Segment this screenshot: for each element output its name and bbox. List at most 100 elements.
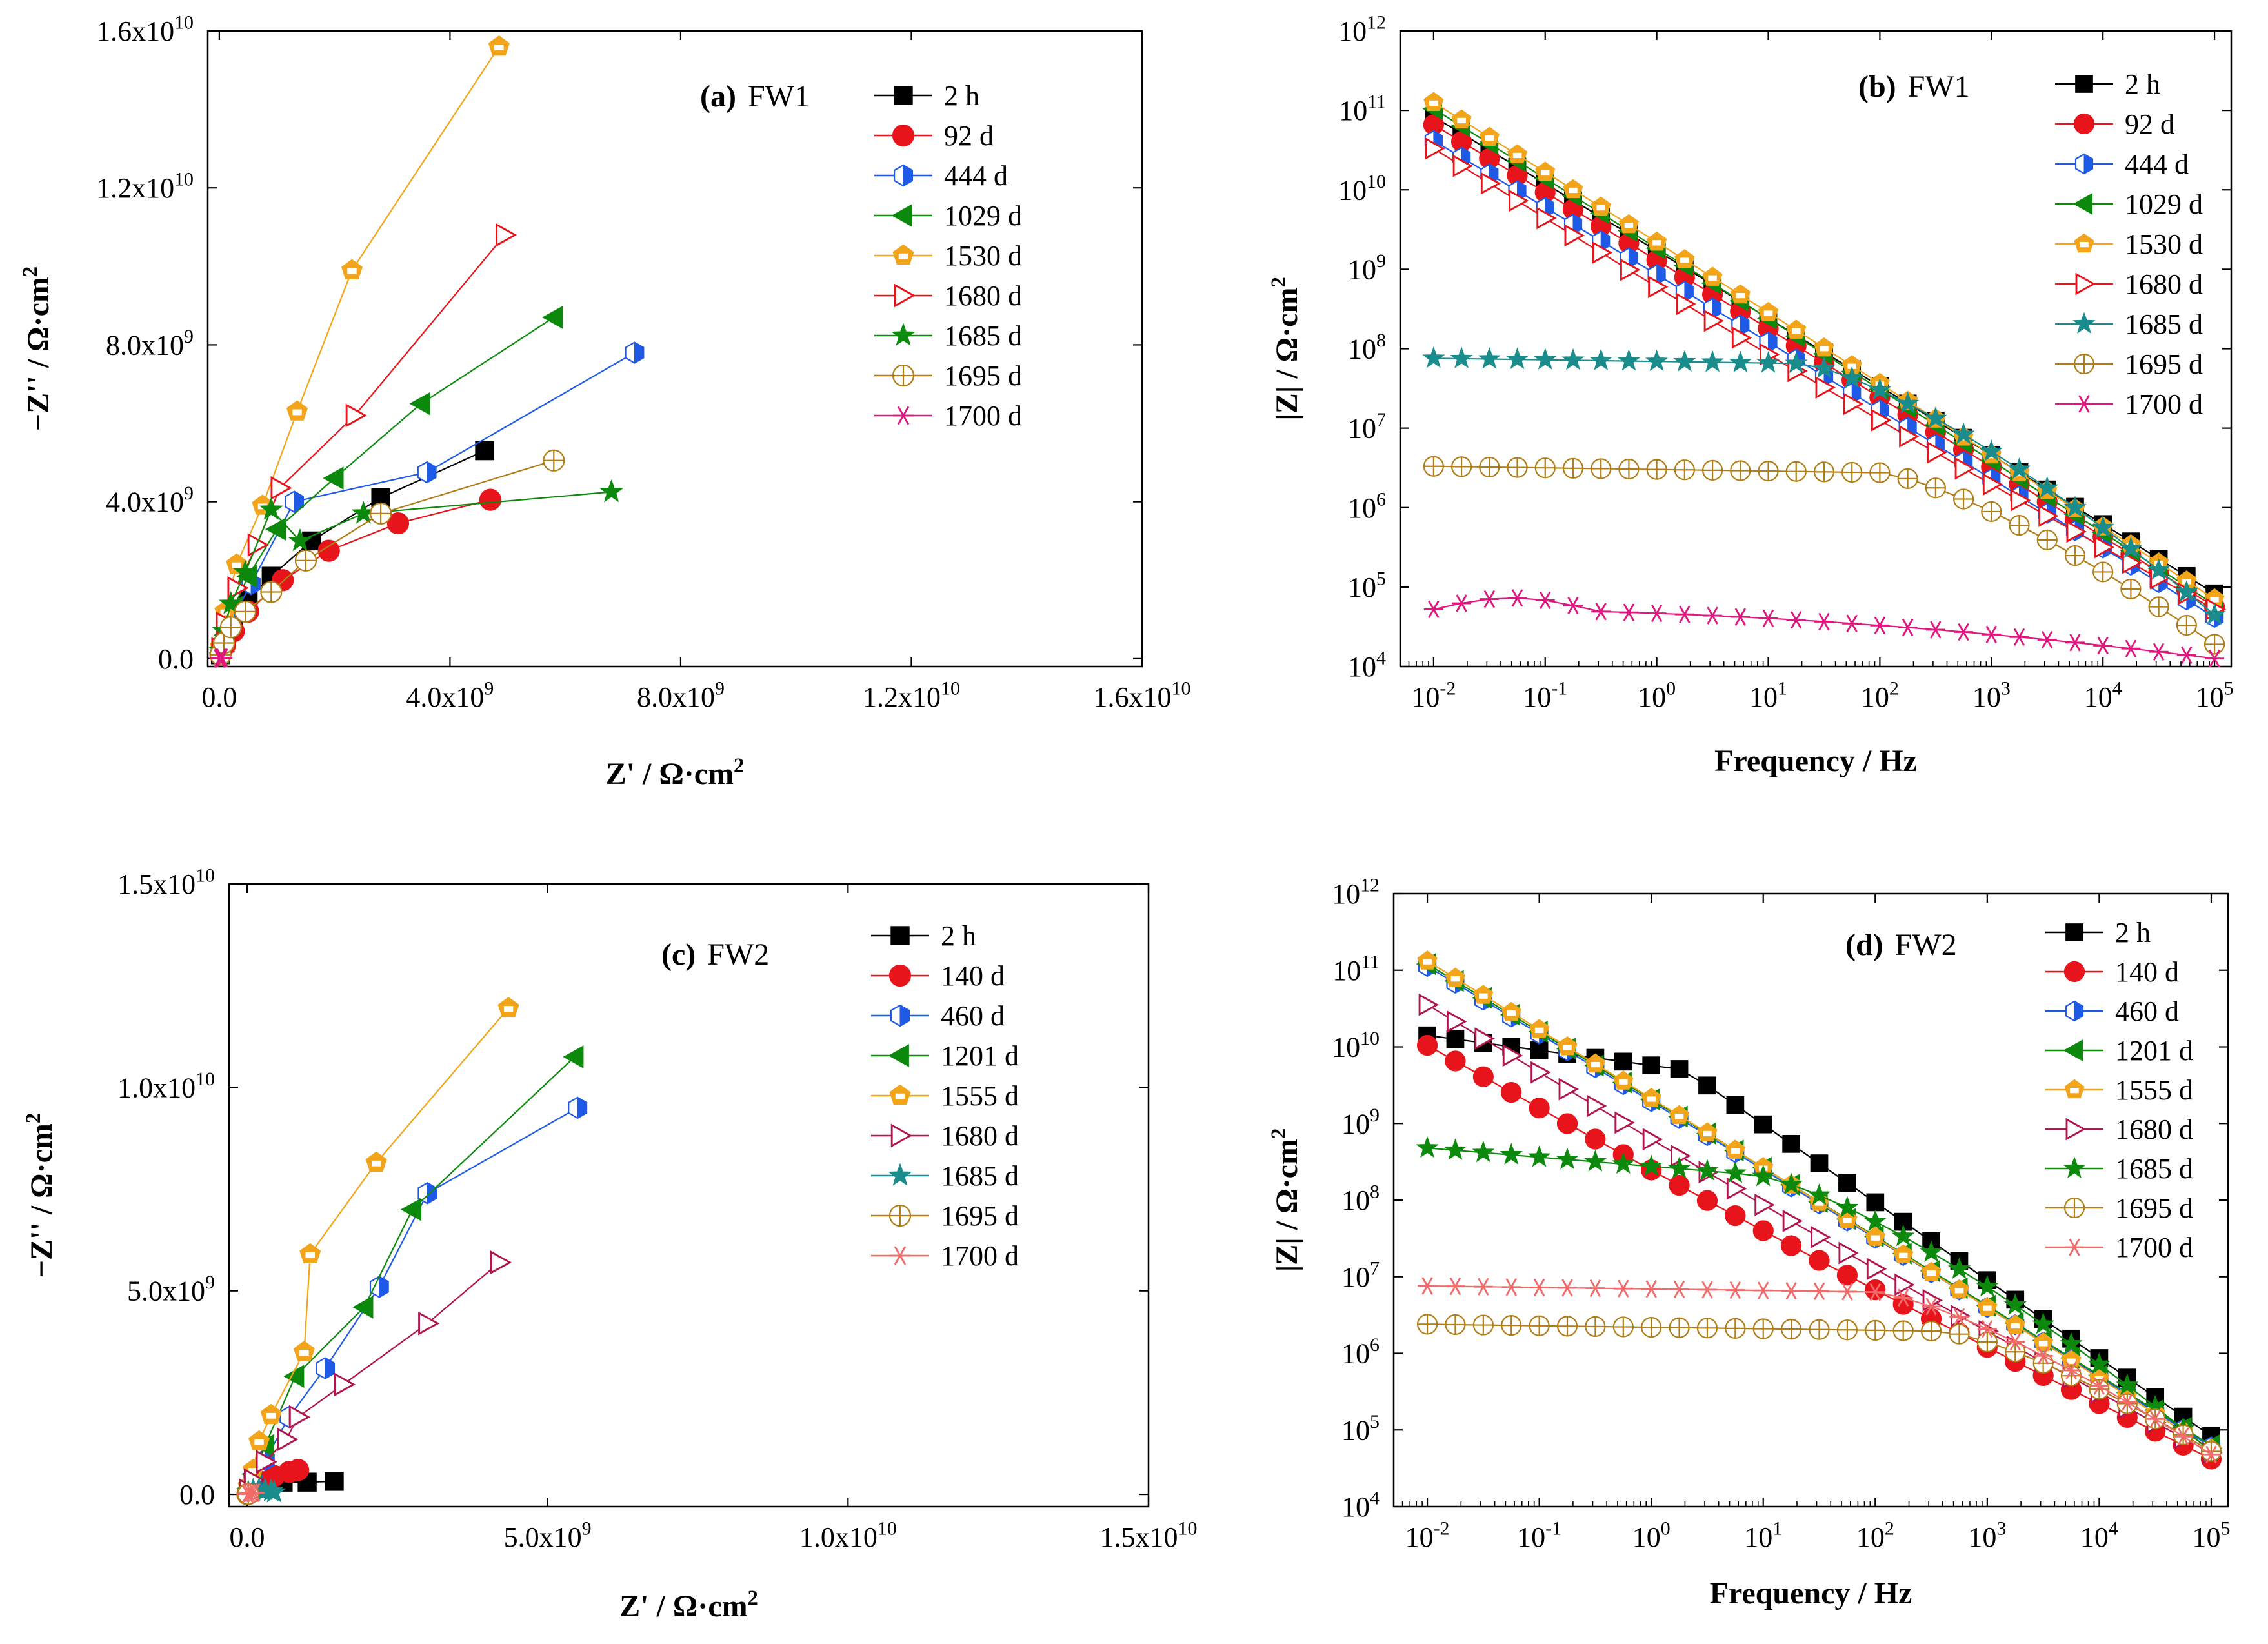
data-point: [1669, 1280, 1689, 1299]
y-tick-label: 1012: [1332, 875, 1380, 910]
data-point: [2176, 614, 2197, 636]
data-point: [1949, 1308, 1969, 1326]
data-point: [1893, 1288, 1913, 1307]
data-point: [1954, 457, 1976, 480]
panel-annotation: (c) FW2: [661, 937, 769, 972]
data-point: [1591, 196, 1611, 216]
data-point: [409, 392, 430, 416]
legend-marker: [892, 244, 914, 265]
data-point: [1725, 1318, 1746, 1339]
legend-marker: [890, 1004, 910, 1027]
data-point: [1507, 144, 1528, 163]
y-tick-label-exp: 11: [1367, 92, 1386, 113]
y-tick-label-base: 10: [1338, 15, 1367, 47]
data-point: [288, 528, 312, 552]
data-point: [1785, 351, 1808, 374]
data-point: [496, 223, 517, 247]
y-tick-label-exp: 6: [1376, 488, 1386, 510]
data-point: [1619, 603, 1639, 621]
legend-label: 1695 d: [2115, 1192, 2193, 1224]
data-point: [1837, 1283, 1857, 1301]
legend-marker: [888, 1044, 909, 1067]
data-point: [1865, 1283, 1885, 1301]
x-tick-label: 100: [1632, 1518, 1671, 1553]
data-point: [2062, 1361, 2082, 1379]
data-point: [1670, 1060, 1689, 1078]
data-point: [1618, 458, 1640, 480]
data-point: [1589, 348, 1612, 370]
x-tick-label-base: 10: [2192, 1521, 2220, 1553]
data-point: [248, 1430, 270, 1451]
x-tick-label-base: 10: [1744, 1521, 1772, 1553]
data-point: [1556, 1316, 1578, 1337]
x-tick-label-base: 4.0x10: [406, 681, 484, 713]
legend-entry: 1695 d: [871, 1200, 1019, 1232]
y-tick-label-base: 0.0: [158, 643, 194, 675]
x-tick-label: 1.5x1010: [1100, 1518, 1198, 1553]
y-tick-label-exp: 9: [184, 326, 194, 347]
data-point: [1809, 1250, 1830, 1271]
data-point: [1507, 457, 1528, 478]
legend-label: 444 d: [2125, 148, 2189, 180]
data-point: [370, 502, 392, 525]
y-tick-label: 1010: [1338, 171, 1386, 206]
data-point: [2145, 1410, 2165, 1428]
data-point: [1536, 206, 1557, 230]
y-axis-title: −Z'' / Ω·cm2: [22, 1113, 59, 1278]
x-tick-label-exp: 3: [1996, 1518, 2006, 1539]
data-point: [1981, 501, 2002, 523]
data-point: [488, 35, 510, 56]
y-tick-label: 4.0x109: [106, 483, 194, 517]
data-point: [2087, 1352, 2111, 1374]
data-point: [1754, 1115, 1772, 1134]
x-tick-label-exp: 3: [2001, 678, 2011, 699]
data-point: [1416, 1314, 1438, 1335]
data-point: [490, 1250, 512, 1274]
data-point: [1445, 1314, 1466, 1336]
y-tick-label-base: 0.0: [179, 1479, 215, 1510]
data-point: [1417, 950, 1438, 970]
y-tick-label-base: 10: [1332, 878, 1360, 910]
y-tick-label-base: 10: [1341, 1414, 1370, 1446]
y-axis-title: |Z| / Ω·cm2: [1267, 1128, 1304, 1272]
legend-marker: [891, 204, 912, 227]
data-point: [1425, 137, 1445, 160]
panel-annotation: (b) FW1: [1858, 70, 1970, 104]
data-point: [1836, 1265, 1858, 1286]
legend-label: 1680 d: [2115, 1114, 2193, 1145]
legend-marker: [892, 364, 915, 387]
data-point: [1758, 301, 1779, 321]
data-point: [1925, 477, 1946, 499]
data-point: [400, 1198, 421, 1221]
data-point: [1612, 1316, 1634, 1338]
data-point: [1898, 618, 1918, 637]
legend-label: 460 d: [941, 1000, 1005, 1032]
x-tick-label: 105: [2192, 1518, 2230, 1553]
y-tick-label-base: 10: [1348, 572, 1376, 603]
legend-label: 1680 d: [941, 1120, 1019, 1152]
data-point: [497, 997, 519, 1017]
x-tick-label: 5.0x109: [504, 1518, 592, 1553]
data-point: [345, 403, 367, 428]
data-point: [1667, 1156, 1691, 1179]
legend-marker: [2065, 923, 2083, 941]
legend-entry: 2 h: [874, 80, 979, 112]
data-point: [1446, 1030, 1465, 1048]
y-tick-label: 109: [1348, 250, 1386, 285]
data-point: [1869, 462, 1891, 483]
data-point: [1472, 1066, 1494, 1087]
legend-marker: [2073, 113, 2095, 135]
legend-marker: [2065, 1118, 2086, 1141]
legend-marker: [2063, 1156, 2086, 1178]
y-tick-label-base: 10: [1341, 1108, 1370, 1139]
y-tick-label-base: 10: [1348, 492, 1376, 524]
x-axis-title: Z' / Ω·cm2: [619, 1587, 758, 1623]
panel-letter: (c): [661, 937, 696, 972]
y-tick-label-base: 1.0x10: [117, 1072, 196, 1103]
data-point: [1423, 456, 1444, 477]
data-point: [1534, 348, 1557, 370]
x-tick-label-exp: 1: [1772, 1518, 1782, 1539]
data-point: [219, 616, 242, 639]
data-point: [1591, 603, 1611, 621]
x-tick-label-exp: -2: [1440, 678, 1456, 699]
